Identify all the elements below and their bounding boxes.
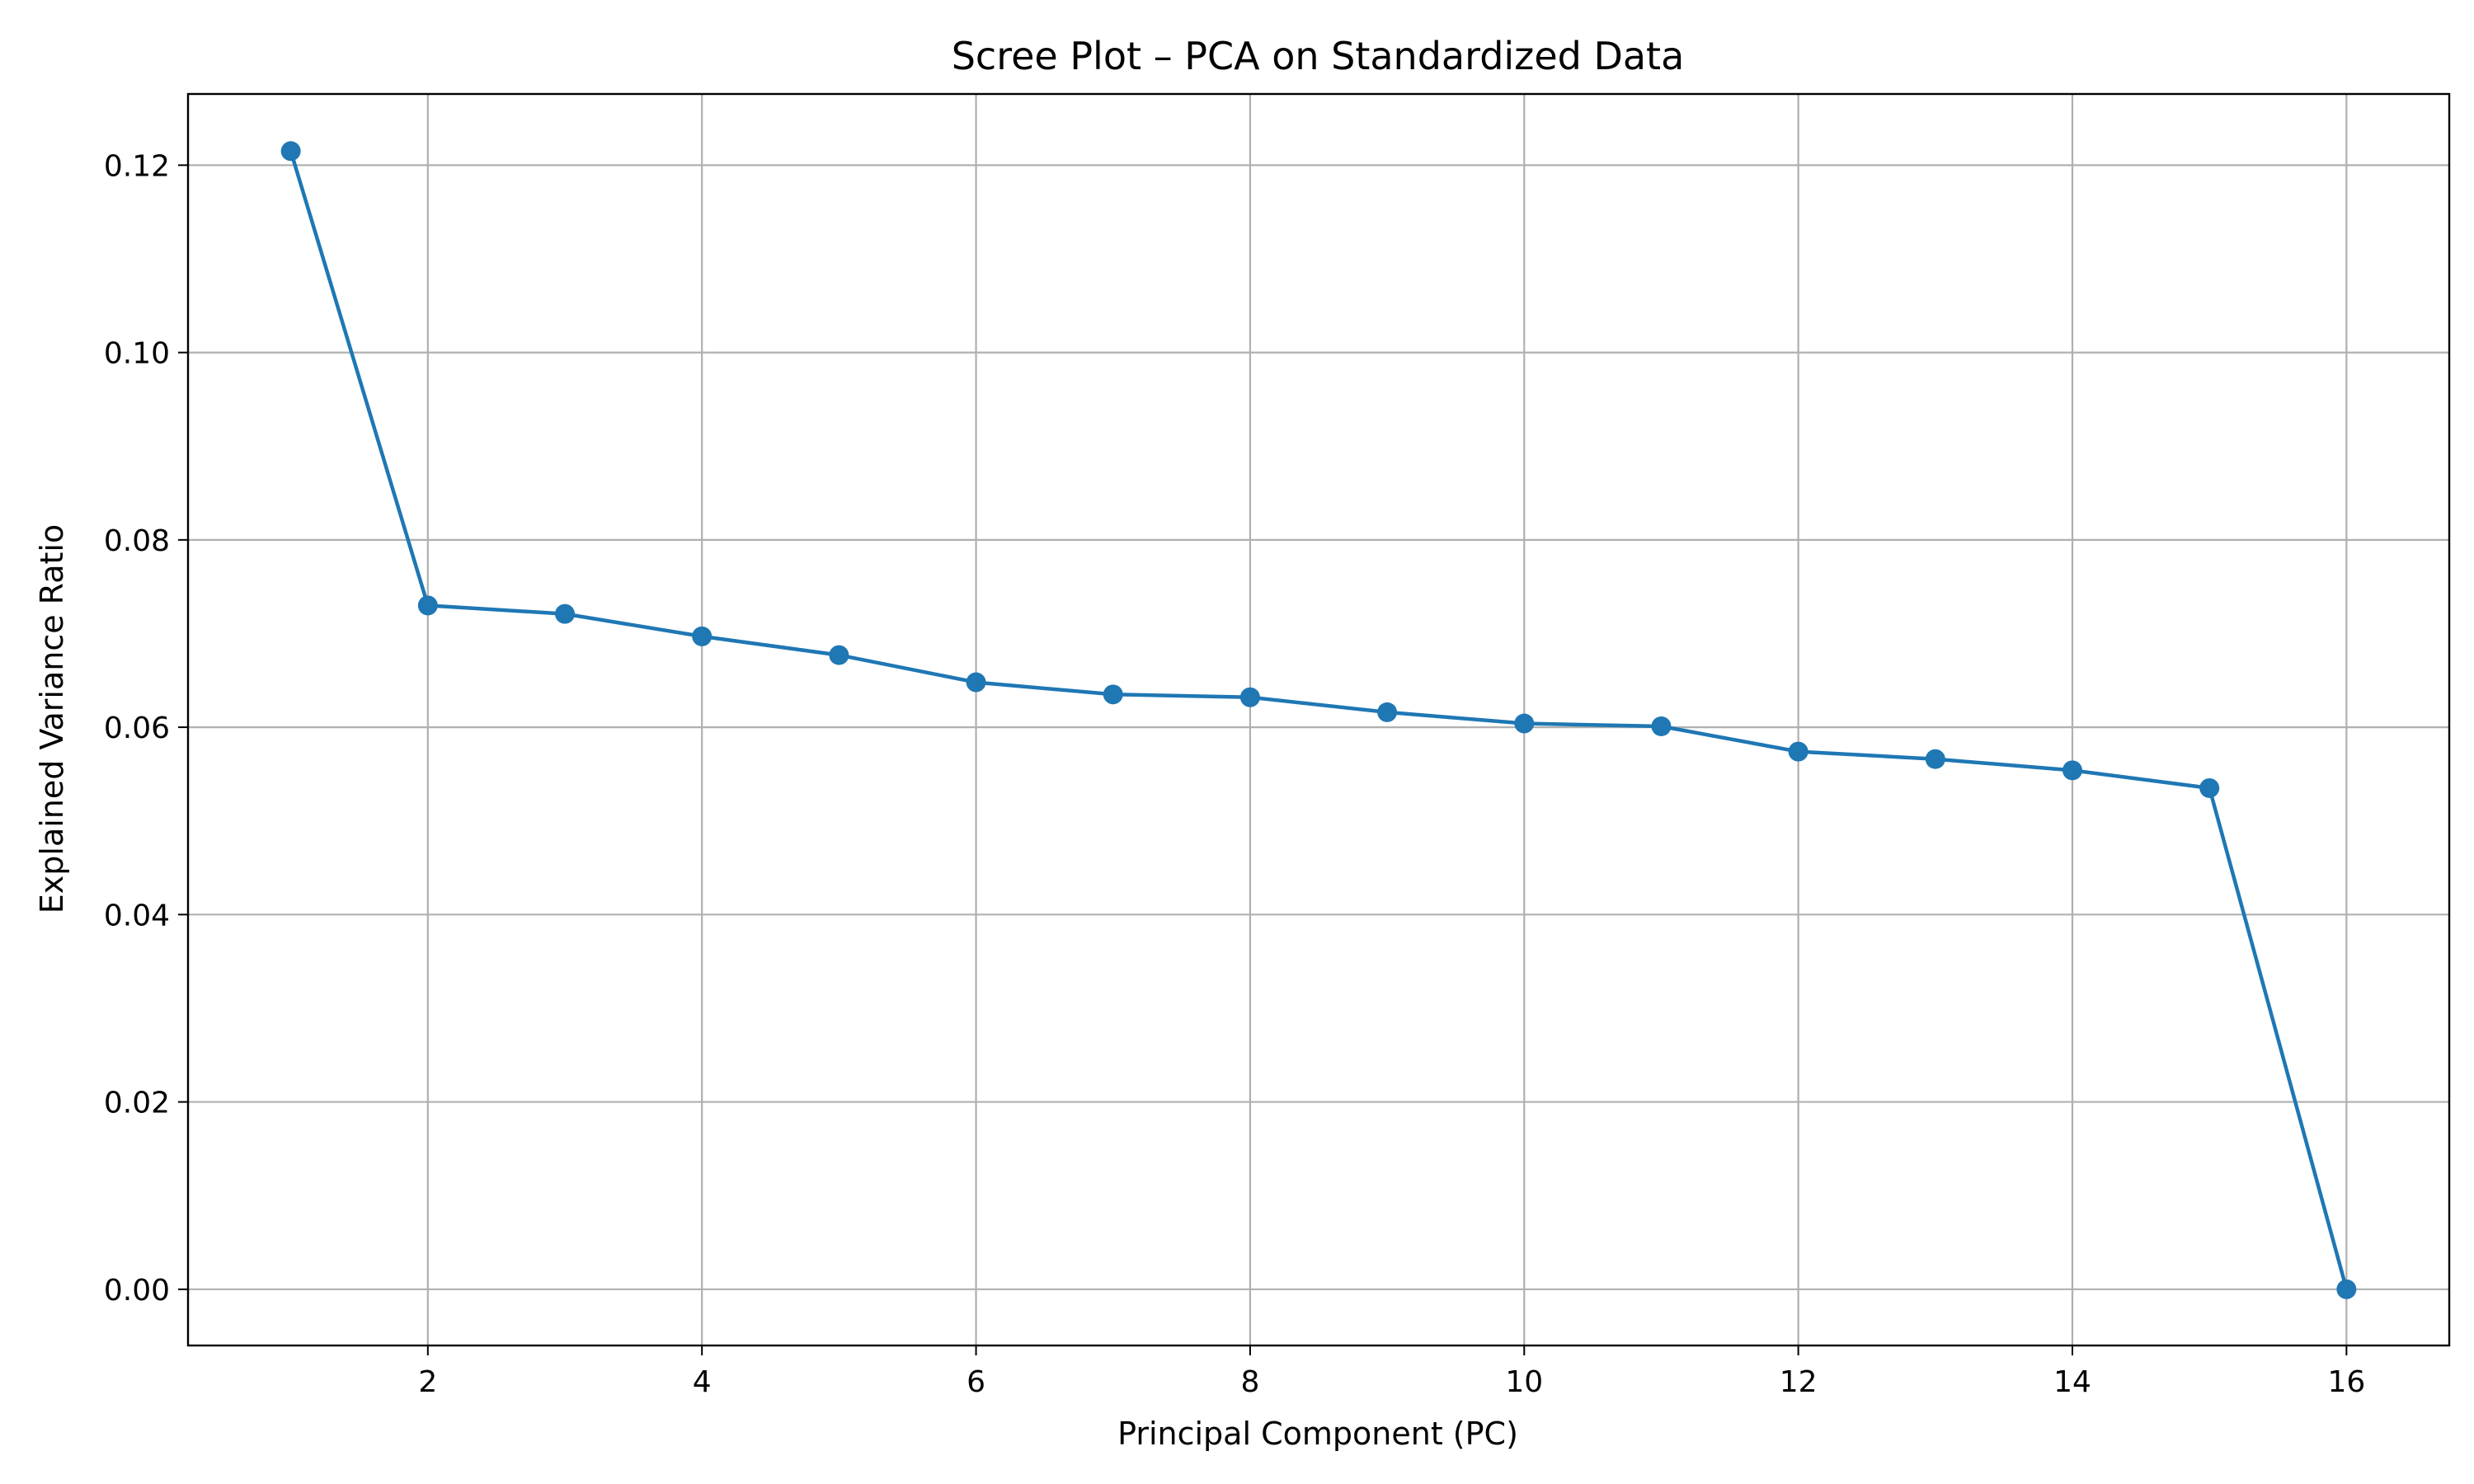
- x-tick-label: 4: [693, 1365, 712, 1399]
- y-tick-label: 0.04: [104, 899, 170, 932]
- x-tick-label: 6: [967, 1365, 985, 1399]
- data-point: [1514, 713, 1535, 734]
- data-point: [1239, 687, 1260, 707]
- data-point: [1788, 741, 1808, 762]
- chart-title: Scree Plot – PCA on Standardized Data: [952, 34, 1685, 78]
- x-tick-label: 16: [2327, 1365, 2365, 1399]
- y-tick-label: 0.02: [104, 1087, 170, 1120]
- data-point: [280, 141, 301, 162]
- data-point: [1651, 716, 1672, 736]
- tick-layer: 2 4 6 8 10 12 14 16 0.00 0.02 0.04 0.06 0.08 0.10 0.12: [104, 149, 2365, 1399]
- x-tick-label: 8: [1240, 1365, 1259, 1399]
- data-point: [555, 603, 575, 624]
- plot-frame: [186, 92, 2451, 1347]
- grid-layer: [188, 94, 2449, 1345]
- x-tick-label: 10: [1505, 1365, 1543, 1399]
- x-tick-label: 12: [1780, 1365, 1818, 1399]
- data-point: [1925, 749, 1945, 769]
- y-tick-label: 0.12: [104, 149, 170, 183]
- x-axis-label: Principal Component (PC): [1117, 1416, 1518, 1452]
- y-tick-label: 0.06: [104, 711, 170, 745]
- data-point: [417, 595, 438, 616]
- data-point: [829, 645, 849, 665]
- y-tick-label: 0.08: [104, 524, 170, 558]
- data-point: [2062, 760, 2082, 781]
- series-layer: [280, 141, 2357, 1299]
- data-point: [1103, 684, 1123, 705]
- y-tick-label: 0.00: [104, 1274, 170, 1308]
- data-point: [692, 626, 713, 646]
- data-point: [966, 672, 986, 693]
- data-point: [1377, 702, 1398, 722]
- y-axis-label: Explained Variance Ratio: [34, 524, 70, 913]
- data-point: [2336, 1279, 2357, 1299]
- x-tick-label: 2: [418, 1365, 437, 1399]
- data-point: [2199, 777, 2220, 798]
- x-tick-label: 14: [2053, 1365, 2091, 1399]
- y-tick-label: 0.10: [104, 337, 170, 371]
- series-line: [289, 149, 2349, 1292]
